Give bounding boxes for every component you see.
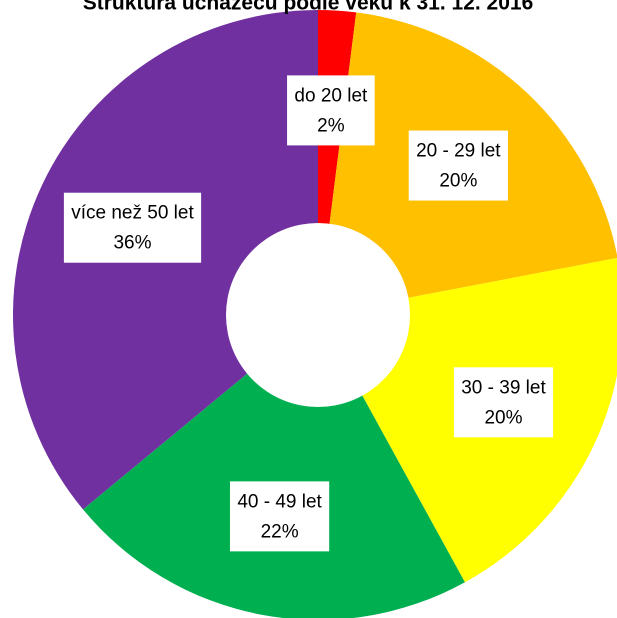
value-label: 2%	[317, 115, 345, 136]
value-label: 22%	[261, 521, 299, 542]
category-label: 20 - 29 let	[416, 141, 501, 162]
value-label: 20%	[484, 407, 522, 428]
value-label: 36%	[113, 233, 151, 254]
label-box	[287, 75, 375, 146]
category-label: více než 50 let	[71, 203, 194, 224]
category-label: 40 - 49 let	[237, 491, 322, 512]
label-box	[229, 481, 330, 552]
label-box	[63, 192, 202, 263]
labels: do 20 let 2% 20 - 29 let 20% 30 - 39 let 20% 4…	[63, 75, 554, 552]
value-label: 20%	[439, 171, 477, 192]
label-box	[408, 130, 508, 201]
chart-title: Struktura uchazečů podle věku k 31. 12. …	[83, 0, 534, 15]
donut-hole	[226, 223, 410, 407]
category-label: 30 - 39 let	[461, 377, 546, 398]
label-box	[453, 367, 554, 438]
category-label: do 20 let	[294, 85, 368, 106]
slice	[82, 315, 465, 618]
